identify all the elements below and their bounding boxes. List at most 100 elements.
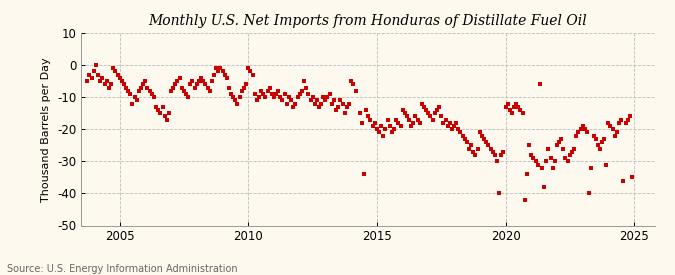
Point: [566, 150, 577, 154]
Point: [106, 82, 117, 87]
Point: [573, 130, 584, 135]
Point: [485, 146, 496, 151]
Point: [616, 117, 626, 122]
Point: [414, 121, 425, 125]
Point: [577, 124, 588, 128]
Point: [325, 92, 335, 96]
Point: [217, 69, 228, 74]
Point: [140, 79, 151, 83]
Point: [588, 133, 599, 138]
Point: [234, 95, 245, 99]
Point: [397, 108, 408, 112]
Point: [517, 111, 528, 116]
Point: [97, 76, 108, 80]
Point: [312, 98, 323, 103]
Point: [260, 95, 271, 99]
Point: [277, 98, 288, 103]
Point: [318, 95, 329, 99]
Point: [535, 82, 545, 87]
Point: [174, 76, 185, 80]
Point: [189, 85, 200, 90]
Point: [142, 85, 153, 90]
Point: [215, 66, 226, 70]
Point: [211, 66, 221, 70]
Point: [144, 89, 155, 93]
Point: [421, 108, 432, 112]
Point: [410, 114, 421, 119]
Point: [412, 117, 423, 122]
Point: [327, 101, 338, 106]
Point: [183, 95, 194, 99]
Point: [373, 130, 384, 135]
Point: [148, 95, 159, 99]
Point: [82, 79, 93, 83]
Point: [228, 95, 239, 99]
Point: [153, 108, 163, 112]
Point: [455, 130, 466, 135]
Point: [601, 162, 612, 167]
Point: [301, 85, 312, 90]
Point: [367, 124, 378, 128]
Point: [404, 117, 414, 122]
Point: [603, 121, 614, 125]
Point: [468, 150, 479, 154]
Point: [531, 159, 541, 164]
Point: [528, 156, 539, 160]
Point: [127, 101, 138, 106]
Point: [269, 95, 279, 99]
Point: [533, 162, 543, 167]
Point: [116, 79, 127, 83]
Point: [551, 143, 562, 147]
Point: [146, 92, 157, 96]
Point: [284, 95, 294, 99]
Point: [262, 89, 273, 93]
Point: [123, 89, 134, 93]
Point: [108, 66, 119, 70]
Point: [479, 137, 489, 141]
Point: [225, 92, 236, 96]
Point: [335, 98, 346, 103]
Point: [223, 85, 234, 90]
Point: [513, 104, 524, 109]
Point: [558, 146, 569, 151]
Point: [442, 124, 453, 128]
Point: [172, 79, 183, 83]
Point: [502, 101, 513, 106]
Point: [612, 130, 622, 135]
Point: [110, 69, 121, 74]
Point: [125, 92, 136, 96]
Point: [213, 69, 223, 74]
Point: [350, 89, 361, 93]
Point: [271, 92, 281, 96]
Point: [155, 111, 165, 116]
Point: [296, 89, 307, 93]
Point: [378, 133, 389, 138]
Point: [346, 79, 356, 83]
Point: [610, 133, 620, 138]
Point: [136, 85, 146, 90]
Point: [281, 101, 292, 106]
Point: [614, 121, 624, 125]
Point: [159, 114, 170, 119]
Point: [309, 101, 320, 106]
Point: [622, 117, 633, 122]
Point: [294, 92, 305, 96]
Point: [402, 114, 412, 119]
Point: [460, 137, 470, 141]
Point: [579, 127, 590, 131]
Point: [560, 156, 571, 160]
Point: [264, 85, 275, 90]
Point: [489, 153, 500, 157]
Point: [545, 156, 556, 160]
Point: [537, 166, 547, 170]
Point: [279, 92, 290, 96]
Point: [592, 143, 603, 147]
Point: [129, 95, 140, 99]
Point: [466, 143, 477, 147]
Point: [498, 150, 509, 154]
Point: [157, 104, 168, 109]
Point: [354, 111, 365, 116]
Point: [520, 198, 531, 202]
Point: [575, 127, 586, 131]
Point: [163, 111, 174, 116]
